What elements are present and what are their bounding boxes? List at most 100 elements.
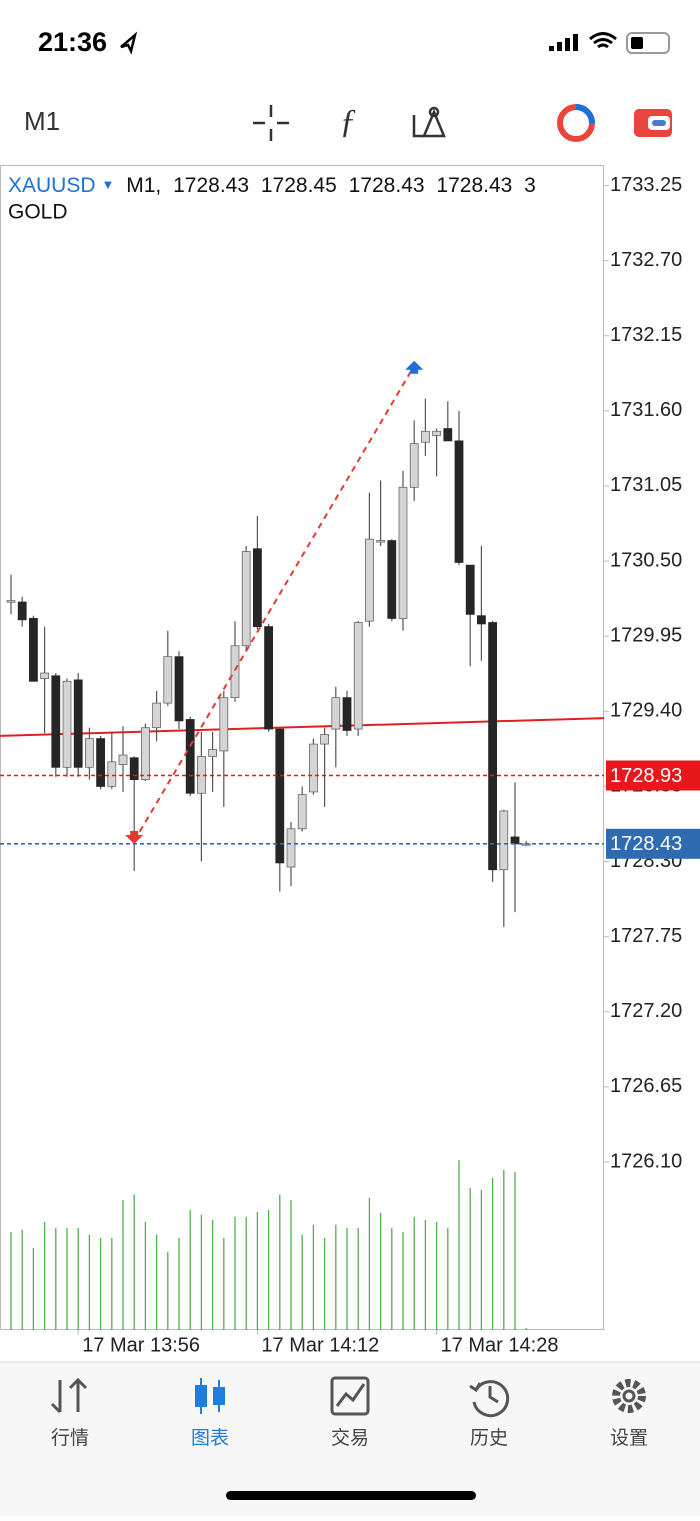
header-volume: 3 [524,174,536,197]
candle-body [73,679,83,768]
candle-body [152,702,162,729]
tab-label[interactable]: 设置 [610,1427,648,1449]
candle-body [28,618,38,682]
x-tick-label: 17 Mar 14:12 [261,1334,379,1356]
candle-body [275,728,285,864]
tab-labels: 行情 图表 交易 历史 设置 [51,1427,648,1449]
candle-body [241,551,251,647]
timeframe-button[interactable]: M1 [24,106,60,136]
candle-body [308,743,318,793]
y-tick-label: 1733.25 [610,174,682,196]
candle-body [208,749,218,757]
candle-body [107,761,117,787]
y-tick-label: 1727.20 [610,1000,682,1022]
y-tick-label: 1726.10 [610,1150,682,1172]
battery-level [631,37,643,49]
symbol[interactable]: XAUUSD [8,174,96,197]
buy-arrow [405,360,424,374]
tab-label[interactable]: 行情 [51,1427,89,1449]
candle-body [85,738,94,768]
bid-line-label: 1728.43 [610,833,682,855]
candle-body [96,738,105,787]
candle-body [185,719,195,794]
header-high: 1728.45 [261,174,337,197]
candle-body [387,540,397,619]
tab-bar [0,1362,700,1516]
sell-arrow [125,831,144,845]
battery-icon [626,32,670,54]
tab-label[interactable]: 交易 [331,1427,369,1449]
candle-body [6,600,16,603]
candle-body [510,836,520,845]
candle-body [353,622,363,730]
candle-body [252,548,262,628]
indicator-button[interactable]: ƒ [340,103,357,140]
header-timeframe: M1, [126,174,161,197]
trade-icon[interactable] [330,1376,370,1416]
candle-body [140,727,150,780]
candle-body [51,675,61,768]
x-tick-label: 17 Mar 13:56 [82,1334,200,1356]
bid-line-box [606,828,700,859]
tab-label[interactable]: 历史 [470,1427,508,1449]
candle-body [264,626,274,730]
signal-icon [549,34,578,51]
candle-body [488,622,498,871]
crosshair-button[interactable] [253,105,289,141]
candle-body [364,538,374,622]
candle-body [465,564,475,615]
candle-body [286,828,296,868]
settings-icon[interactable] [612,1379,646,1413]
trade-button[interactable] [634,109,672,137]
candle-body [398,486,408,619]
candle-body [163,656,173,704]
status-time: 21:36 [38,27,107,57]
home-indicator [226,1491,476,1500]
objects-button[interactable] [412,106,446,138]
y-tick-label: 1731.05 [610,474,682,496]
plot [0,360,605,1335]
candle-body [499,810,509,871]
candle-body [432,430,442,436]
candle-body [320,734,330,745]
candle-body [454,440,464,563]
candle-body [342,697,352,731]
y-tick-label: 1726.65 [610,1075,682,1097]
candle-body [219,697,229,752]
candle-body [376,540,386,543]
y-tick-label: 1731.60 [610,399,682,421]
candle-body [409,443,419,488]
candle-body [174,656,184,722]
candle-body [476,615,486,625]
trend-line [0,717,605,737]
quotes-icon[interactable] [50,1377,88,1414]
candle-body [118,754,128,765]
location-icon [120,31,138,55]
candle-body [17,601,27,621]
chart-header: XAUUSD ▼ M1, 1728.43 1728.45 1728.43 1728… [8,174,536,197]
candle-body [40,672,49,679]
chart-icon[interactable] [195,1378,225,1414]
header-open: 1728.43 [173,174,249,197]
account-button[interactable] [557,104,595,142]
tab-label[interactable]: 图表 [191,1427,229,1449]
y-tick-label: 1727.75 [610,925,682,947]
x-tick-label: 17 Mar 14:28 [441,1334,559,1356]
y-tick-label: 1729.95 [610,624,682,646]
ask-line-label: 1728.93 [610,765,682,787]
header-close: 1728.43 [436,174,512,197]
y-tick-label: 1732.70 [610,249,682,271]
ask-line-box [606,760,700,791]
candle-body [297,794,307,830]
symbol-description: GOLD [8,201,68,224]
candle-body [443,428,453,442]
y-tick-label: 1730.50 [610,549,682,571]
candle-body [230,645,240,699]
header-low: 1728.43 [349,174,425,197]
candle-body [420,430,430,443]
y-tick-label: 1732.15 [610,324,682,346]
history-icon[interactable] [469,1380,510,1418]
arrow-line [133,365,416,842]
